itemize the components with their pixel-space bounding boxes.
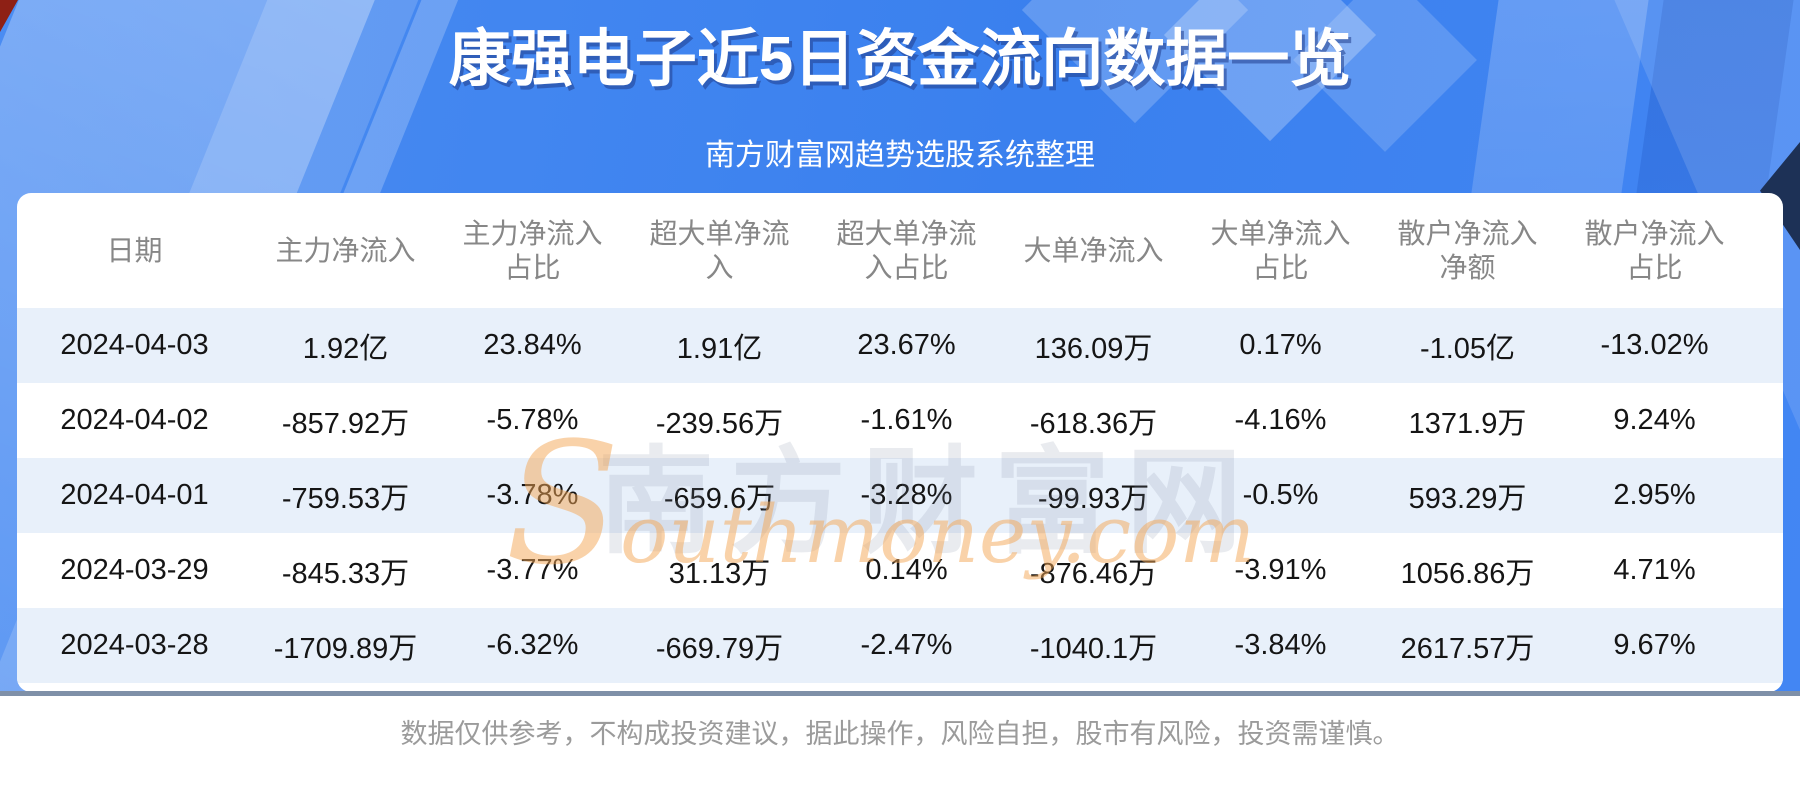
table-cell: -759.53万 (281, 482, 410, 515)
table-cell: 1056.86万 (1400, 557, 1535, 590)
fund-flow-table: 2024-04-03 1.92亿 23.84% 1.91亿 23.67% 136.09万 0… (17, 308, 1783, 683)
table-cell: 2024-03-28 (60, 629, 209, 661)
column-header: 主力净流入 (275, 234, 416, 266)
footer-divider-line (0, 691, 1800, 696)
table-row: 2024-03-28 -1709.89万 -6.32% -669.79万 -2.47% -… (17, 608, 1783, 683)
table-cell: -1.61% (860, 404, 953, 436)
footer-area: 数据仅供参考，不构成投资建议，据此操作，风险自担，股市有风险，投资需谨慎。 (0, 696, 1800, 800)
table-row: 2024-04-03 1.92亿 23.84% 1.91亿 23.67% 136.09万 0… (17, 308, 1783, 383)
table-cell: -6.32% (486, 629, 579, 661)
table-cell: 2.95% (1613, 479, 1696, 511)
table-cell: -3.91% (1234, 554, 1327, 586)
table-header-row: 日期 主力净流入 主力净流入占比 超大单净流入 超大单净流入占比 大单净流入 大单净流入占比… (17, 193, 1783, 308)
table-cell: -857.92万 (281, 407, 410, 440)
table-cell: -669.79万 (655, 632, 784, 665)
table-cell: 23.84% (483, 329, 582, 361)
table-cell: -1040.1万 (1029, 632, 1158, 665)
table-cell: 2024-04-03 (60, 329, 209, 361)
table-cell: 1.92亿 (302, 332, 389, 365)
table-cell: -239.56万 (655, 407, 784, 440)
column-header: 超大单净流入 (649, 217, 790, 283)
table-cell: 2617.57万 (1400, 632, 1535, 665)
table-cell: -3.28% (860, 479, 953, 511)
table-cell: -845.33万 (281, 557, 410, 590)
fund-flow-card: 日期 主力净流入 主力净流入占比 超大单净流入 超大单净流入占比 大单净流入 大单净流入占比… (17, 193, 1783, 692)
table-cell: -659.6万 (663, 482, 776, 515)
column-header: 散户净流入净额 (1397, 217, 1538, 283)
column-header: 超大单净流入占比 (836, 217, 977, 283)
column-header: 主力净流入占比 (462, 217, 603, 283)
table-cell: -3.78% (486, 479, 579, 511)
table-cell: -13.02% (1600, 329, 1709, 361)
table-cell: 2024-03-29 (60, 554, 209, 586)
table-cell: 593.29万 (1408, 482, 1527, 515)
table-cell: -2.47% (860, 629, 953, 661)
table-cell: 1.91亿 (676, 332, 763, 365)
column-header: 散户净流入占比 (1584, 217, 1725, 283)
table-cell: -1.05亿 (1419, 332, 1516, 365)
table-cell: 9.67% (1613, 629, 1696, 661)
page-subtitle: 南方财富网趋势选股系统整理 (705, 139, 1095, 172)
column-header: 大单净流入 (1023, 234, 1164, 266)
table-cell: 0.14% (865, 554, 948, 586)
column-header: 日期 (106, 234, 163, 266)
table-cell: -3.77% (486, 554, 579, 586)
disclaimer-text: 数据仅供参考，不构成投资建议，据此操作，风险自担，股市有风险，投资需谨慎。 (400, 719, 1400, 749)
table-row: 2024-04-01 -759.53万 -3.78% -659.6万 -3.28% -99… (17, 458, 1783, 533)
table-cell: 2024-04-02 (60, 404, 209, 436)
table-cell: -1709.89万 (273, 632, 418, 665)
table-cell: -3.84% (1234, 629, 1327, 661)
table-cell: -618.36万 (1029, 407, 1158, 440)
table-cell: 9.24% (1613, 404, 1696, 436)
table-row: 2024-03-29 -845.33万 -3.77% 31.13万 0.14% -876.… (17, 533, 1783, 608)
table-cell: 2024-04-01 (60, 479, 209, 511)
table-cell: 31.13万 (668, 557, 771, 590)
table-cell: 136.09万 (1034, 332, 1153, 365)
table-cell: -5.78% (486, 404, 579, 436)
table-cell: 1371.9万 (1408, 407, 1527, 440)
column-header: 大单净流入占比 (1210, 217, 1351, 283)
table-cell: -876.46万 (1029, 557, 1158, 590)
page-title: 康强电子近5日资金流向数据一览 (448, 25, 1352, 94)
table-cell: 23.67% (857, 329, 956, 361)
table-row: 2024-04-02 -857.92万 -5.78% -239.56万 -1.61% -6… (17, 383, 1783, 458)
table-cell: -99.93万 (1037, 482, 1150, 515)
table-cell: 4.71% (1613, 554, 1696, 586)
table-cell: 0.17% (1239, 329, 1322, 361)
table-cell: -0.5% (1242, 479, 1319, 511)
table-cell: -4.16% (1234, 404, 1327, 436)
